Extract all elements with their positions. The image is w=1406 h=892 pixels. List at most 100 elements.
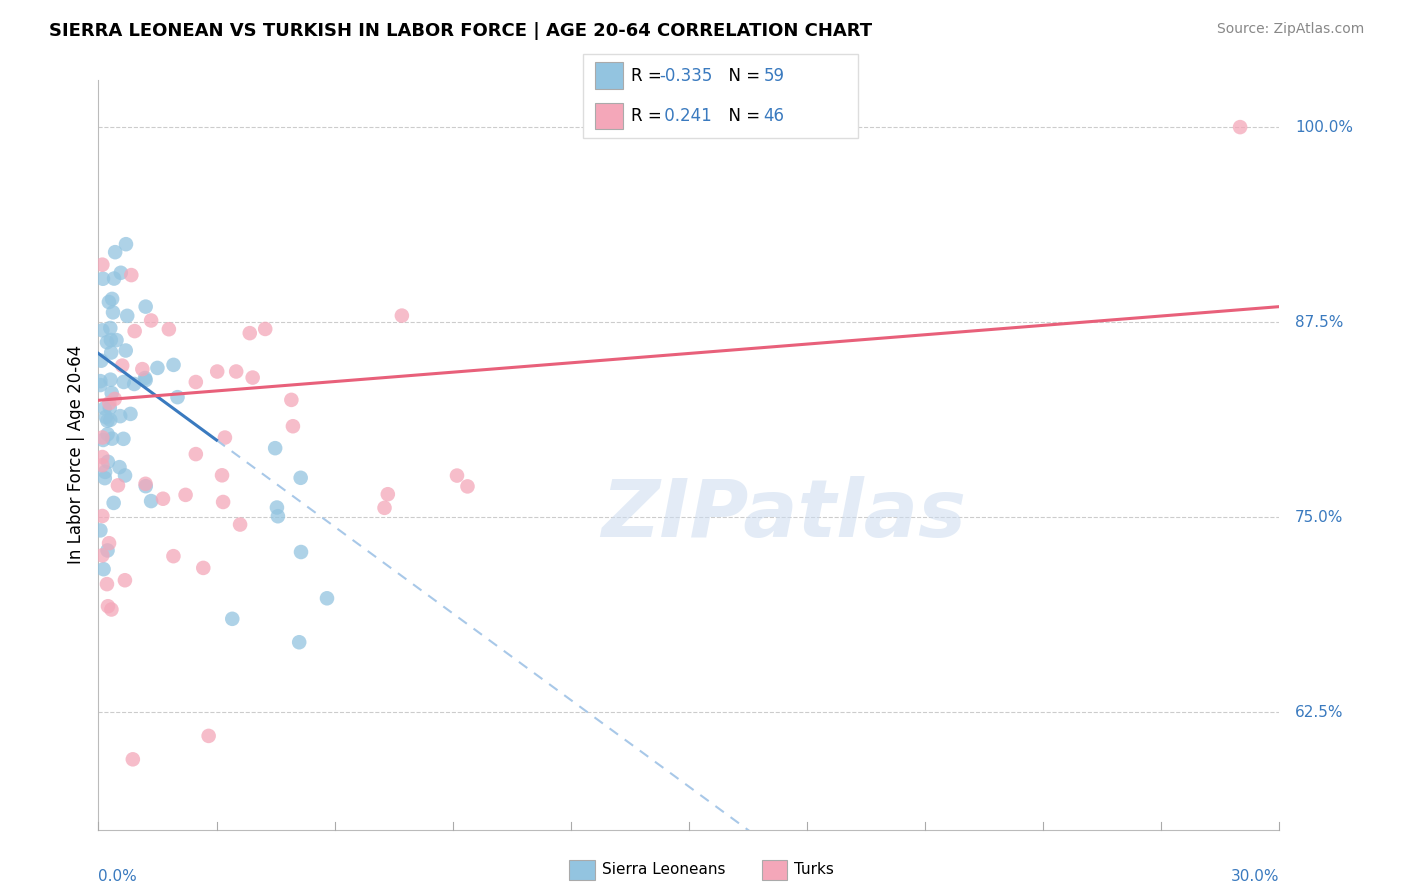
Point	[139, 494, 162, 508]
Point	[373, 500, 395, 515]
Point	[229, 517, 252, 532]
Point	[152, 491, 174, 506]
Point	[98, 413, 121, 427]
Point	[112, 432, 135, 446]
Text: ZIPatlas: ZIPatlas	[600, 475, 966, 554]
Point	[100, 345, 122, 359]
Point	[98, 536, 121, 550]
Point	[97, 599, 120, 614]
Text: Sierra Leoneans: Sierra Leoneans	[602, 863, 725, 877]
Point	[135, 300, 157, 314]
Point	[124, 324, 146, 338]
Point	[100, 386, 122, 401]
Point	[115, 309, 138, 323]
Text: 0.0%: 0.0%	[98, 869, 138, 884]
Point	[264, 441, 287, 455]
Point	[107, 478, 129, 492]
Point	[93, 401, 115, 416]
Point	[254, 322, 277, 336]
Point	[377, 487, 399, 501]
Point	[108, 409, 131, 424]
Point	[184, 375, 207, 389]
Point	[91, 323, 114, 337]
Point	[266, 500, 288, 515]
Point	[91, 450, 114, 464]
Point	[135, 479, 157, 493]
Point	[121, 752, 143, 766]
Point	[91, 458, 114, 473]
Point	[193, 561, 215, 575]
Y-axis label: In Labor Force | Age 20-64: In Labor Force | Age 20-64	[66, 345, 84, 565]
Point	[100, 602, 122, 616]
Text: SIERRA LEONEAN VS TURKISH IN LABOR FORCE | AGE 20-64 CORRELATION CHART: SIERRA LEONEAN VS TURKISH IN LABOR FORCE…	[49, 22, 872, 40]
Point	[108, 460, 131, 475]
Point	[111, 359, 134, 373]
Text: N =: N =	[718, 107, 766, 125]
Point	[120, 268, 142, 282]
Point	[91, 549, 114, 563]
Text: Source: ZipAtlas.com: Source: ZipAtlas.com	[1216, 22, 1364, 37]
Point	[166, 390, 188, 404]
Point	[97, 427, 120, 442]
Point	[103, 271, 125, 285]
Point	[104, 245, 127, 260]
Point	[91, 508, 114, 523]
Point	[280, 392, 302, 407]
Point	[98, 321, 121, 335]
Text: Turks: Turks	[794, 863, 834, 877]
Point	[104, 392, 127, 406]
Point	[290, 545, 312, 559]
Point	[91, 430, 114, 444]
Point	[96, 543, 118, 558]
Point	[114, 573, 136, 587]
Point	[91, 258, 114, 272]
Point	[281, 419, 304, 434]
Point	[98, 396, 121, 410]
Point	[101, 292, 124, 306]
Point	[288, 635, 311, 649]
Point	[96, 577, 118, 591]
Text: -0.335: -0.335	[659, 67, 713, 85]
Text: 0.241: 0.241	[659, 107, 713, 125]
Text: 62.5%: 62.5%	[1295, 705, 1344, 720]
Point	[316, 591, 339, 606]
Point	[221, 612, 243, 626]
Text: 59: 59	[763, 67, 785, 85]
Text: 46: 46	[763, 107, 785, 125]
Point	[162, 549, 184, 563]
Point	[267, 509, 290, 524]
Text: 87.5%: 87.5%	[1295, 315, 1344, 330]
Point	[93, 562, 115, 576]
Point	[162, 358, 184, 372]
Point	[122, 376, 145, 391]
Point	[456, 479, 478, 493]
Point	[135, 373, 157, 387]
Point	[120, 407, 142, 421]
Point	[146, 360, 169, 375]
Point	[1229, 120, 1251, 134]
Point	[94, 409, 117, 424]
Point	[103, 496, 125, 510]
Point	[98, 401, 121, 415]
Point	[214, 431, 236, 445]
Point	[91, 271, 114, 285]
Point	[105, 333, 128, 347]
Point	[139, 313, 162, 327]
Point	[101, 432, 124, 446]
Point	[89, 378, 111, 392]
Point	[110, 266, 132, 280]
Point	[89, 524, 111, 538]
Point	[97, 455, 120, 469]
Text: 75.0%: 75.0%	[1295, 510, 1344, 524]
Point	[94, 471, 117, 485]
Point	[100, 373, 122, 387]
Point	[134, 371, 156, 385]
Point	[242, 370, 264, 384]
Point	[135, 476, 157, 491]
Point	[157, 322, 180, 336]
Text: 30.0%: 30.0%	[1232, 869, 1279, 884]
Point	[91, 433, 114, 447]
Point	[96, 414, 118, 428]
Point	[239, 326, 262, 340]
Point	[184, 447, 207, 461]
